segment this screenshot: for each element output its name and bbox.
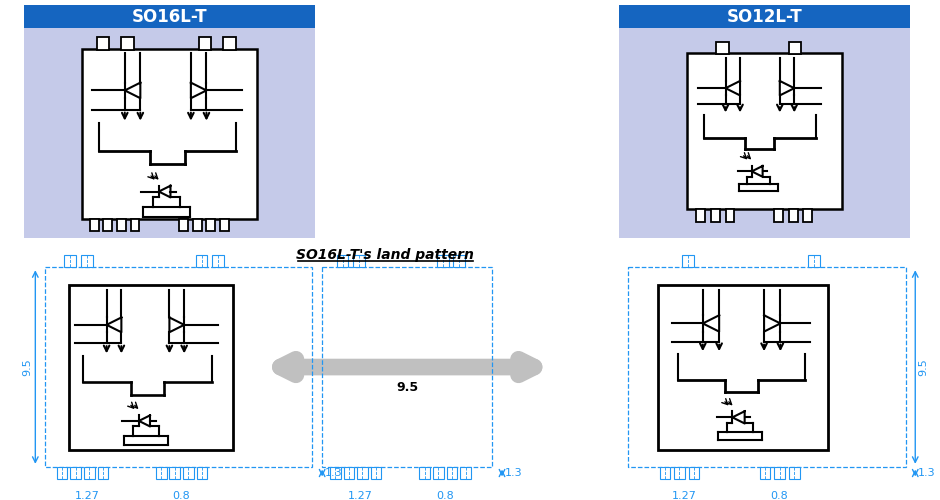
Bar: [789, 209, 798, 222]
Bar: [353, 254, 365, 268]
Bar: [84, 466, 95, 479]
Bar: [193, 219, 201, 232]
Bar: [370, 466, 382, 479]
Bar: [343, 466, 354, 479]
Text: 1.27: 1.27: [348, 491, 372, 500]
Bar: [682, 254, 694, 268]
Bar: [24, 5, 315, 28]
Bar: [156, 466, 166, 479]
Bar: [196, 254, 208, 268]
Bar: [183, 466, 194, 479]
Text: 9.5: 9.5: [23, 358, 32, 376]
Bar: [437, 254, 448, 268]
Bar: [760, 466, 771, 479]
Bar: [789, 42, 802, 54]
Bar: [433, 466, 444, 479]
Bar: [322, 268, 493, 466]
Bar: [45, 268, 312, 466]
Text: SO16L-T's land pattern: SO16L-T's land pattern: [296, 248, 475, 262]
Text: 1.3: 1.3: [325, 468, 343, 477]
Bar: [65, 254, 76, 268]
Bar: [357, 466, 368, 479]
Bar: [198, 37, 212, 50]
Bar: [619, 5, 911, 28]
Bar: [169, 466, 180, 479]
Bar: [716, 42, 728, 54]
Bar: [70, 285, 233, 450]
Text: 0.8: 0.8: [172, 491, 190, 500]
Bar: [658, 285, 828, 450]
Bar: [789, 466, 800, 479]
Bar: [196, 466, 208, 479]
Text: SO12L-T: SO12L-T: [727, 8, 803, 26]
Bar: [453, 254, 465, 268]
Bar: [212, 254, 224, 268]
Bar: [660, 466, 670, 479]
Bar: [81, 254, 93, 268]
Bar: [82, 48, 257, 219]
Bar: [687, 54, 842, 209]
Text: 1.3: 1.3: [505, 468, 523, 477]
Bar: [207, 219, 215, 232]
Bar: [689, 466, 699, 479]
Bar: [629, 268, 905, 466]
Bar: [697, 209, 705, 222]
Bar: [121, 37, 133, 50]
Text: 1.27: 1.27: [74, 491, 100, 500]
Bar: [674, 466, 685, 479]
Bar: [461, 466, 471, 479]
Text: 0.8: 0.8: [770, 491, 788, 500]
Text: 1.27: 1.27: [671, 491, 697, 500]
Bar: [775, 466, 785, 479]
Bar: [103, 219, 112, 232]
Bar: [419, 466, 431, 479]
Bar: [24, 28, 315, 238]
Bar: [808, 254, 820, 268]
Text: SO16L-T: SO16L-T: [132, 8, 208, 26]
Bar: [89, 219, 99, 232]
Bar: [98, 466, 108, 479]
Bar: [446, 466, 457, 479]
Bar: [117, 219, 126, 232]
Bar: [56, 466, 68, 479]
Bar: [70, 466, 81, 479]
Bar: [726, 209, 734, 222]
Bar: [775, 209, 783, 222]
Bar: [330, 466, 340, 479]
Text: 0.8: 0.8: [436, 491, 453, 500]
Bar: [220, 219, 228, 232]
Bar: [223, 37, 236, 50]
Bar: [97, 37, 109, 50]
Bar: [711, 209, 720, 222]
Bar: [337, 254, 349, 268]
Bar: [180, 219, 188, 232]
Bar: [804, 209, 812, 222]
Text: 9.5: 9.5: [918, 358, 928, 376]
Bar: [619, 28, 911, 238]
Text: 1.3: 1.3: [918, 468, 936, 477]
Bar: [131, 219, 139, 232]
Text: 9.5: 9.5: [396, 380, 418, 394]
